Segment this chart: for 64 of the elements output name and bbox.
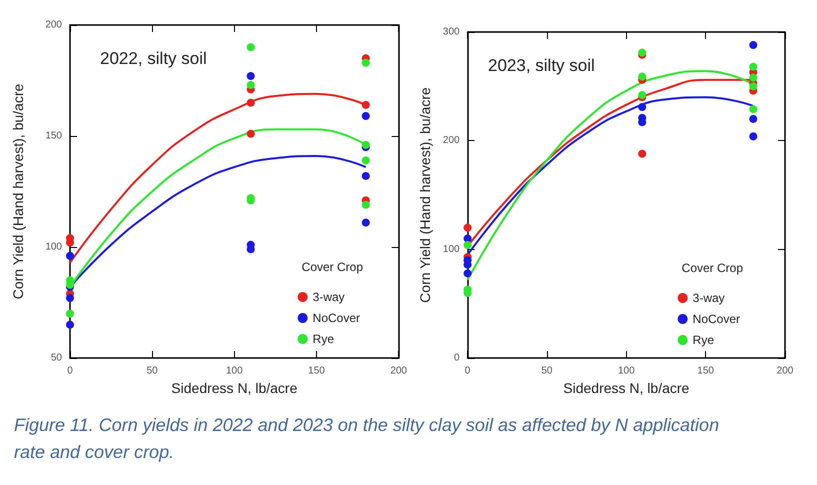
legend-label: NoCover	[312, 311, 360, 325]
point	[66, 320, 74, 329]
point	[638, 72, 646, 81]
legend-label: Rye	[312, 332, 334, 346]
point	[66, 252, 74, 260]
x-tick-label: 100	[618, 366, 636, 377]
x-tick-label: 150	[308, 366, 326, 376]
y-tick-label: 100	[442, 244, 460, 255]
point	[464, 241, 472, 250]
y-tick-label: 100	[45, 242, 62, 252]
point	[362, 58, 370, 67]
point	[362, 100, 370, 109]
legend-label: 3-way	[312, 290, 345, 304]
x-axis-title: Sidedress N, lb/acre	[171, 380, 298, 396]
y-tick-label: 200	[45, 20, 62, 30]
legend-label: 3-way	[692, 291, 725, 305]
x-axis-title: Sidedress N, lb/acre	[563, 380, 690, 396]
x-tick-label: 50	[541, 366, 553, 377]
text: 2022, silty soil	[100, 49, 207, 68]
point	[246, 130, 255, 138]
legend-label: NoCover	[692, 312, 740, 326]
point	[246, 43, 255, 52]
point	[749, 41, 758, 50]
point	[362, 140, 370, 149]
point	[638, 150, 646, 158]
x-tick-label: 200	[776, 366, 794, 377]
legend-title: Cover Crop	[682, 261, 744, 275]
point	[362, 112, 370, 120]
point	[749, 74, 758, 82]
point	[749, 82, 758, 90]
legend-label: Rye	[692, 333, 714, 347]
x-tick-label: 50	[146, 366, 158, 376]
x-tick-label: 150	[697, 366, 714, 377]
point	[362, 218, 370, 227]
point	[362, 156, 370, 164]
y-tick-label: 0	[454, 352, 460, 364]
y-axis-title: Corn Yield (Hand harvest), bu/acre	[10, 84, 26, 300]
y-tick-label: 150	[45, 130, 62, 142]
point	[362, 172, 370, 180]
point	[464, 224, 472, 232]
point	[464, 269, 472, 278]
legend-title: Cover Crop	[302, 260, 364, 274]
text: 2023, silty soil	[488, 56, 595, 75]
point	[464, 234, 472, 243]
x-tick-label: 100	[226, 366, 244, 376]
point	[66, 294, 74, 302]
x-tick-label: 200	[390, 366, 408, 376]
point	[66, 310, 74, 318]
y-tick-label: 300	[442, 26, 460, 38]
point	[638, 103, 646, 111]
x-tick-label: 0	[67, 366, 74, 376]
point	[749, 105, 758, 114]
caption: Figure 11. Corn yields in 2022 and 2023 on the silty clay soil as affected by N application rate and cover crop.	[14, 414, 720, 464]
point	[362, 200, 370, 209]
point	[749, 114, 758, 123]
point	[246, 72, 255, 80]
y-tick-label: 200	[442, 135, 460, 146]
point	[246, 98, 255, 107]
y-tick-label: 50	[50, 352, 62, 364]
x-tick-label: 0	[464, 366, 471, 377]
y-axis-title: Corn Yield (Hand harvest), bu/acre	[417, 87, 433, 303]
point	[749, 62, 758, 71]
point	[246, 80, 255, 89]
point	[749, 132, 758, 140]
